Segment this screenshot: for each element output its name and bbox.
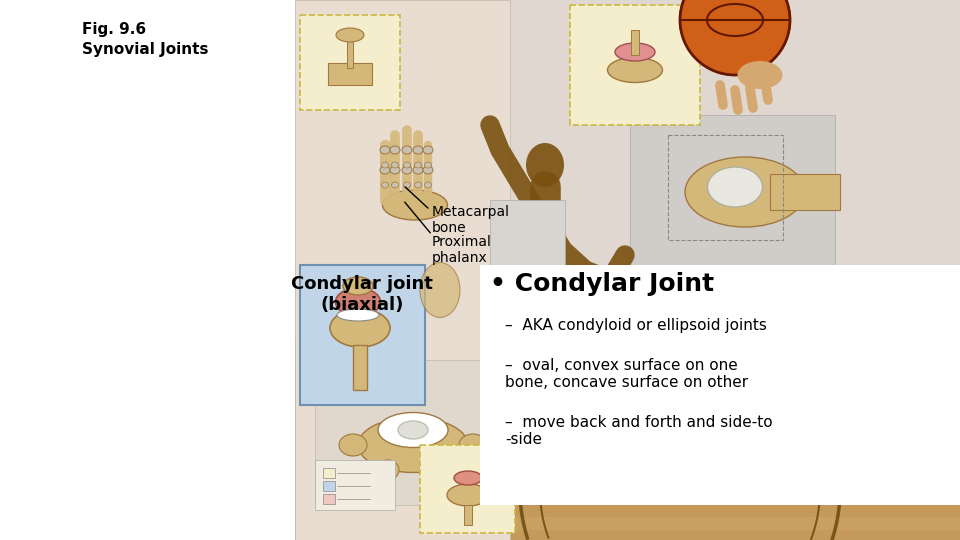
Ellipse shape xyxy=(505,474,535,486)
Ellipse shape xyxy=(424,182,431,188)
Ellipse shape xyxy=(402,146,412,154)
Ellipse shape xyxy=(427,460,449,480)
FancyBboxPatch shape xyxy=(715,300,835,405)
FancyBboxPatch shape xyxy=(328,63,372,85)
Text: Fig. 9.6: Fig. 9.6 xyxy=(82,22,146,37)
Bar xyxy=(485,0,960,355)
Bar xyxy=(315,460,395,510)
Bar xyxy=(347,40,353,68)
Bar xyxy=(295,405,960,417)
Ellipse shape xyxy=(415,162,421,168)
Bar xyxy=(464,505,472,525)
Text: Condylar joint
(biaxial): Condylar joint (biaxial) xyxy=(291,275,433,314)
Ellipse shape xyxy=(708,167,762,207)
Ellipse shape xyxy=(423,146,433,154)
Ellipse shape xyxy=(330,309,390,347)
Ellipse shape xyxy=(392,182,398,188)
Bar xyxy=(323,481,335,491)
Ellipse shape xyxy=(615,43,655,61)
Ellipse shape xyxy=(398,421,428,439)
Bar xyxy=(770,174,840,210)
Ellipse shape xyxy=(335,288,380,316)
Ellipse shape xyxy=(413,166,423,174)
Ellipse shape xyxy=(382,190,447,220)
Ellipse shape xyxy=(381,162,389,168)
Ellipse shape xyxy=(447,484,489,506)
Bar xyxy=(295,0,960,355)
Text: –  oval, convex surface on one
bone, concave surface on other: – oval, convex surface on one bone, conc… xyxy=(505,358,748,390)
Bar xyxy=(295,0,510,540)
Ellipse shape xyxy=(750,337,800,367)
FancyBboxPatch shape xyxy=(300,15,400,110)
Bar xyxy=(295,530,960,540)
Bar xyxy=(630,115,835,270)
Ellipse shape xyxy=(454,471,482,485)
Ellipse shape xyxy=(685,157,805,227)
Bar xyxy=(323,468,335,478)
Ellipse shape xyxy=(337,309,379,321)
Ellipse shape xyxy=(552,474,582,486)
Ellipse shape xyxy=(336,28,364,42)
Ellipse shape xyxy=(420,262,460,318)
Bar xyxy=(631,30,639,55)
Ellipse shape xyxy=(358,417,468,472)
Bar xyxy=(295,355,960,540)
Bar xyxy=(295,430,960,442)
Bar xyxy=(353,345,367,390)
Ellipse shape xyxy=(403,162,411,168)
Ellipse shape xyxy=(377,460,399,480)
Ellipse shape xyxy=(423,166,433,174)
Text: –  AKA condyloid or ellipsoid joints: – AKA condyloid or ellipsoid joints xyxy=(505,318,767,333)
Ellipse shape xyxy=(339,434,367,456)
Text: –  move back and forth and side-to
-side: – move back and forth and side-to -side xyxy=(505,415,773,448)
Ellipse shape xyxy=(390,166,400,174)
Ellipse shape xyxy=(343,277,373,295)
Ellipse shape xyxy=(608,57,662,83)
Bar xyxy=(295,340,505,370)
Bar xyxy=(295,455,960,467)
Ellipse shape xyxy=(737,61,782,89)
FancyBboxPatch shape xyxy=(420,445,515,533)
Bar xyxy=(295,480,960,492)
Bar xyxy=(315,360,510,505)
Text: Synovial Joints: Synovial Joints xyxy=(82,42,208,57)
Ellipse shape xyxy=(526,143,564,187)
Bar xyxy=(300,265,425,405)
Text: • Condylar Joint: • Condylar Joint xyxy=(490,272,714,296)
Bar xyxy=(480,265,960,505)
Ellipse shape xyxy=(402,166,412,174)
Ellipse shape xyxy=(424,162,431,168)
Bar xyxy=(323,494,335,504)
Ellipse shape xyxy=(390,146,400,154)
Ellipse shape xyxy=(757,323,793,341)
Ellipse shape xyxy=(380,146,390,154)
Ellipse shape xyxy=(381,182,389,188)
Ellipse shape xyxy=(378,413,448,448)
Text: Proximal
phalanx: Proximal phalanx xyxy=(432,235,492,265)
Ellipse shape xyxy=(459,434,487,456)
Bar xyxy=(295,380,960,392)
Ellipse shape xyxy=(413,146,423,154)
Ellipse shape xyxy=(403,182,411,188)
Bar xyxy=(295,355,960,367)
FancyBboxPatch shape xyxy=(570,5,700,125)
Bar xyxy=(490,200,565,290)
Ellipse shape xyxy=(392,162,398,168)
Ellipse shape xyxy=(415,182,421,188)
Text: Metacarpal
bone: Metacarpal bone xyxy=(432,205,510,235)
Ellipse shape xyxy=(380,166,390,174)
Circle shape xyxy=(680,0,790,75)
Bar xyxy=(295,505,960,517)
